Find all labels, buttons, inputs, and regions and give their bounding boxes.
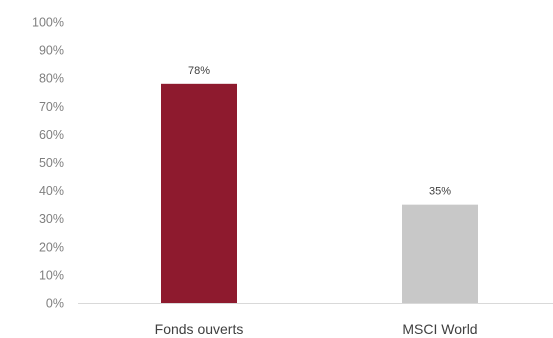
x-axis-categories: Fonds ouverts MSCI World <box>155 321 478 337</box>
y-tick-label: 60% <box>39 128 64 142</box>
y-tick-label: 0% <box>46 297 64 311</box>
y-tick-label: 70% <box>39 100 64 114</box>
y-tick-label: 50% <box>39 156 64 170</box>
category-label: Fonds ouverts <box>155 321 244 337</box>
bar-msci-world <box>402 204 478 303</box>
y-axis: 0% 10% 20% 30% 40% 50% 60% 70% 80% 90% 100% <box>32 16 64 311</box>
data-label: 78% <box>188 65 210 77</box>
y-tick-label: 100% <box>32 16 64 30</box>
y-tick-label: 20% <box>39 240 64 254</box>
bar-fonds-ouverts <box>161 83 237 303</box>
bars <box>161 83 478 303</box>
y-tick-label: 10% <box>39 268 64 282</box>
y-tick-label: 80% <box>39 72 64 86</box>
data-label: 35% <box>429 186 451 198</box>
y-tick-label: 30% <box>39 212 64 226</box>
y-tick-label: 40% <box>39 184 64 198</box>
data-labels: 78% 35% <box>188 65 451 198</box>
y-tick-label: 90% <box>39 44 64 58</box>
category-label: MSCI World <box>402 321 477 337</box>
